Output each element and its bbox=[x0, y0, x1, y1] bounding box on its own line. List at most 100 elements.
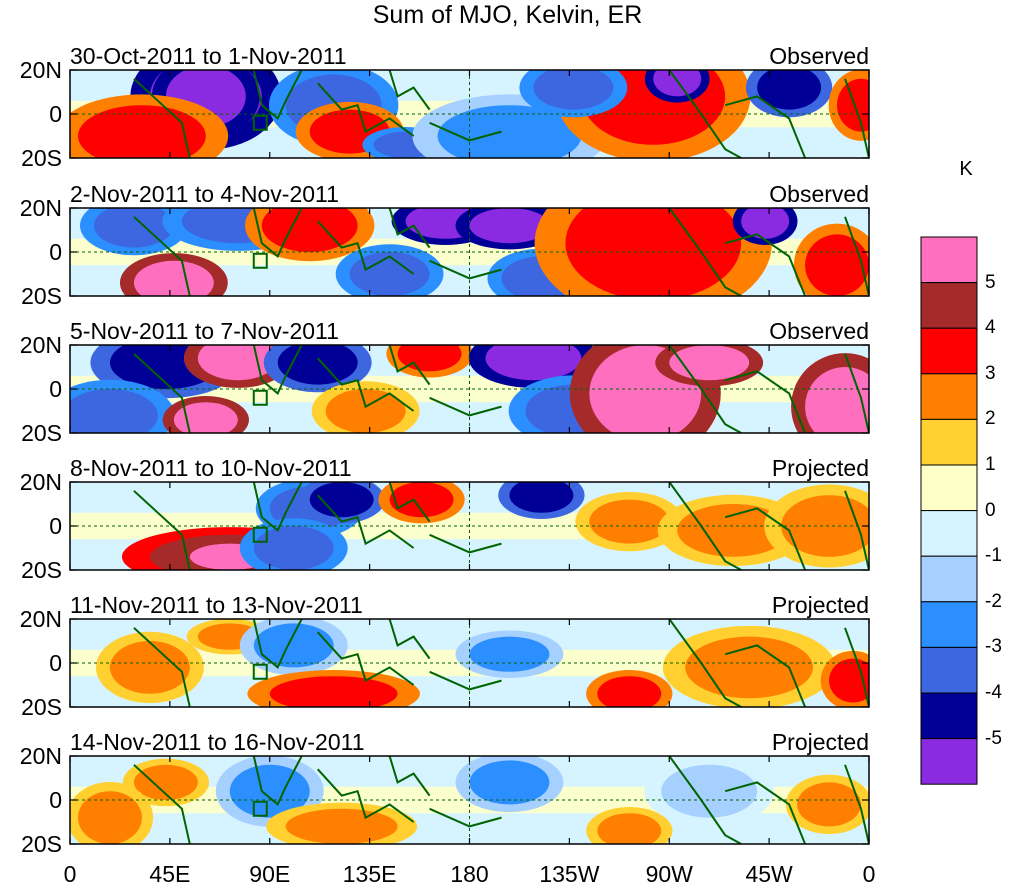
colorbar-label: 0 bbox=[985, 499, 996, 521]
lon-label: 180 bbox=[450, 861, 489, 887]
coastline bbox=[388, 619, 431, 660]
colorbar-swatch bbox=[920, 601, 978, 648]
map-panel bbox=[70, 208, 869, 296]
lat-label: 0 bbox=[49, 376, 62, 402]
reference-box bbox=[252, 114, 268, 131]
colorbar-unit: K bbox=[959, 158, 973, 180]
anomaly-blob bbox=[173, 402, 238, 433]
anomaly-blob bbox=[597, 676, 662, 707]
lon-label: 90E bbox=[249, 861, 291, 887]
coastline bbox=[668, 70, 742, 158]
anomaly-blob bbox=[78, 105, 206, 158]
lat-label: 20N bbox=[19, 469, 62, 495]
coastline bbox=[252, 208, 303, 259]
colorbar-swatch bbox=[920, 464, 978, 512]
coastline bbox=[388, 208, 431, 249]
lat-label: 20S bbox=[21, 420, 62, 446]
anomaly-blob bbox=[389, 482, 454, 518]
anomaly-blob bbox=[437, 105, 582, 158]
anomaly-blob bbox=[469, 208, 550, 244]
lon-label: 90W bbox=[645, 861, 693, 887]
coastline bbox=[133, 490, 191, 570]
lon-label: 45E bbox=[149, 861, 191, 887]
coastline bbox=[844, 353, 869, 433]
anomaly-blob bbox=[653, 70, 702, 97]
colorbar-swatch bbox=[920, 373, 978, 420]
coastline bbox=[724, 781, 807, 844]
colorbar-label: 1 bbox=[985, 454, 996, 475]
lat-label: 20N bbox=[19, 743, 62, 769]
anomaly-blob bbox=[197, 345, 278, 381]
coastline bbox=[844, 764, 869, 844]
coastline bbox=[388, 345, 431, 386]
coastline bbox=[724, 370, 807, 433]
lat-label: 0 bbox=[49, 787, 62, 813]
panel-status-label: Projected bbox=[771, 592, 869, 618]
panel-date-range: 5-Nov-2011 to 7-Nov-2011 bbox=[70, 318, 339, 344]
panel-date-range: 30-Oct-2011 to 1-Nov-2011 bbox=[70, 43, 347, 69]
coastline bbox=[724, 507, 807, 570]
colorbar-label: -1 bbox=[985, 545, 1002, 567]
coastline bbox=[724, 95, 807, 158]
lat-label: 0 bbox=[49, 513, 62, 539]
reference-box bbox=[252, 800, 268, 817]
lat-label: 20S bbox=[21, 283, 62, 309]
coastline bbox=[388, 756, 431, 797]
anomaly-blob bbox=[533, 70, 614, 110]
anomaly-blob bbox=[805, 234, 869, 296]
anomaly-blob bbox=[269, 676, 398, 707]
coastline bbox=[668, 756, 742, 844]
reference-box bbox=[252, 663, 268, 680]
anomaly-blob bbox=[589, 499, 670, 544]
coastline bbox=[252, 345, 303, 396]
anomaly-blob bbox=[597, 813, 662, 844]
panel-status-label: Observed bbox=[769, 181, 869, 207]
coastline bbox=[133, 627, 191, 707]
lat-label: 20N bbox=[19, 57, 62, 83]
colorbar-swatch bbox=[920, 692, 978, 740]
anomaly-blob bbox=[93, 208, 174, 248]
lat-label: 20S bbox=[21, 831, 62, 857]
lat-label: 20S bbox=[21, 557, 62, 583]
coastline bbox=[388, 482, 431, 523]
map-panel bbox=[70, 345, 869, 433]
coastline bbox=[429, 259, 502, 280]
coastline bbox=[252, 756, 303, 807]
panel-date-range: 11-Nov-2011 to 13-Nov-2011 bbox=[70, 592, 363, 618]
anomaly-blob bbox=[661, 764, 758, 818]
anomaly-blob bbox=[133, 260, 214, 296]
lon-label: 0 bbox=[862, 861, 876, 887]
coastline bbox=[316, 631, 415, 686]
coastline bbox=[252, 619, 303, 670]
colorbar-swatch bbox=[920, 282, 978, 329]
colorbar-swatch bbox=[920, 738, 978, 785]
lat-label: 20N bbox=[19, 195, 62, 221]
coastline bbox=[429, 533, 502, 554]
anomaly-blob bbox=[757, 70, 822, 110]
anomaly-blob bbox=[837, 78, 869, 132]
anomaly-blob bbox=[781, 495, 869, 557]
colorbar-swatch bbox=[920, 418, 978, 466]
anomaly-blob bbox=[397, 345, 462, 372]
colorbar-label: 3 bbox=[985, 362, 996, 384]
lat-label: 20N bbox=[19, 332, 62, 358]
coastline bbox=[388, 70, 431, 111]
panel-date-range: 8-Nov-2011 to 10-Nov-2011 bbox=[70, 455, 352, 481]
reference-box bbox=[252, 252, 268, 269]
anomaly-blob bbox=[677, 504, 790, 557]
colorbar-label: 4 bbox=[985, 317, 996, 339]
lon-label: 45W bbox=[745, 861, 793, 887]
anomaly-blob bbox=[509, 482, 574, 513]
colorbar-swatch bbox=[920, 327, 978, 375]
panel-status-label: Projected bbox=[771, 729, 869, 755]
anomaly-blob bbox=[133, 764, 198, 801]
coastline bbox=[316, 357, 415, 412]
coastline bbox=[668, 482, 742, 570]
anomaly-blob bbox=[797, 782, 862, 827]
coastline bbox=[316, 768, 415, 823]
coastline bbox=[668, 619, 742, 707]
anomaly-blob bbox=[325, 389, 406, 433]
lon-label: 135W bbox=[539, 861, 600, 887]
anomaly-blob bbox=[277, 345, 358, 385]
coastline bbox=[252, 70, 303, 121]
